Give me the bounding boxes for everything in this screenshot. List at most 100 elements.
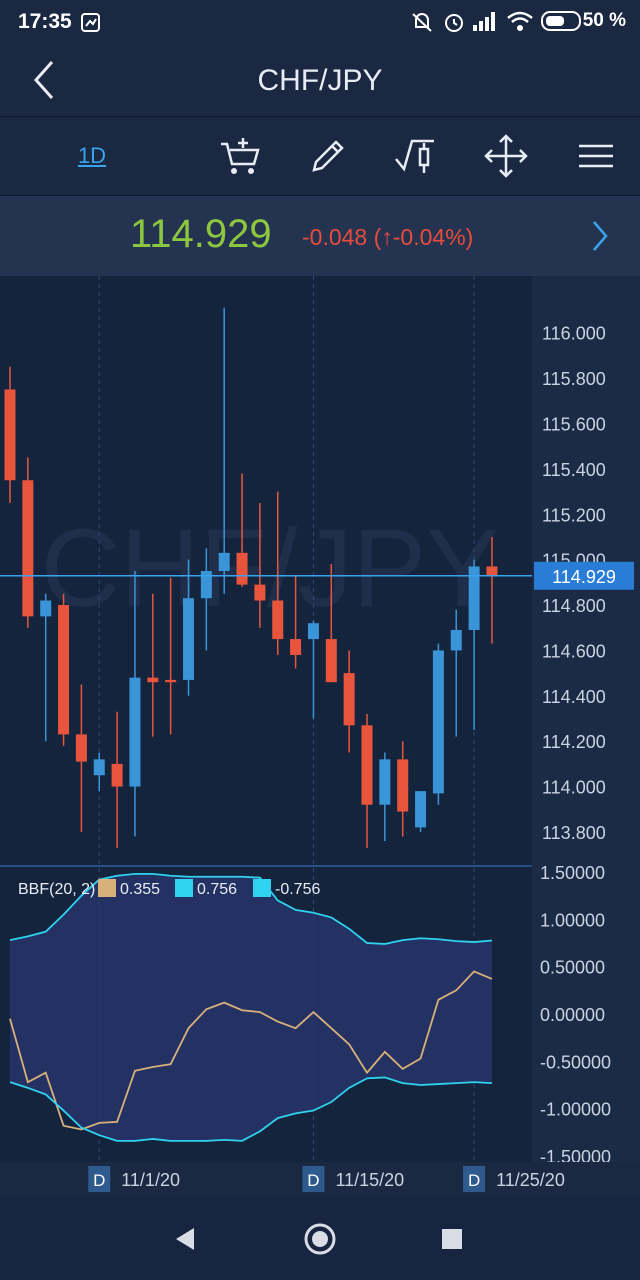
indicator-tick-label: -1.50000 (540, 1147, 611, 1162)
y-tick-label: 115.800 (542, 369, 606, 389)
last-price: 114.929 (130, 212, 272, 256)
mute-icon (412, 13, 432, 32)
y-tick-label: 114.800 (542, 596, 606, 616)
candle (343, 650, 355, 753)
indicators-button[interactable] (384, 117, 448, 195)
screenshot-icon (81, 13, 100, 32)
candle (147, 593, 159, 737)
indicator-tick-label: 1.00000 (540, 910, 605, 930)
candle (254, 502, 266, 628)
y-tick-label: 116.000 (542, 324, 606, 344)
candle (4, 366, 16, 503)
candle (200, 548, 212, 651)
candle (379, 752, 391, 842)
candle (432, 643, 444, 805)
move-button[interactable] (474, 117, 538, 195)
page-title: CHF/JPY (257, 64, 383, 97)
candle (111, 711, 123, 848)
battery-icon (541, 11, 581, 31)
candle (129, 571, 141, 837)
legend-value: 0.355 (120, 881, 160, 898)
candle (397, 741, 409, 837)
chevron-right-icon[interactable] (590, 218, 610, 254)
draw-tool-button[interactable] (296, 117, 360, 195)
y-tick-label: 115.400 (542, 460, 606, 480)
indicator-icon (395, 139, 434, 173)
candle (183, 559, 194, 696)
cart-add-icon (221, 138, 260, 174)
candle (236, 473, 248, 587)
date-label: 11/15/20 (335, 1170, 404, 1190)
chart-area[interactable]: CHF/JPY 116.000 115.800 115.600 115.400 115.… (0, 276, 640, 1162)
nav-back-icon[interactable] (172, 1226, 198, 1252)
date-tick: D 11/25/20 (463, 1166, 565, 1192)
battery-level: 50 % (582, 10, 626, 31)
indicator-tick-label: -1.00000 (540, 1100, 611, 1120)
back-arrow-icon[interactable] (28, 58, 68, 102)
candle (307, 620, 319, 719)
legend-value: 0.756 (197, 881, 237, 898)
nav-home-icon[interactable] (302, 1221, 338, 1257)
candle (272, 491, 284, 655)
date-tick: D 11/1/20 (88, 1166, 180, 1192)
indicator-tick-label: 1.50000 (540, 863, 605, 883)
bbf-line (9, 970, 493, 1131)
y-tick-label: 114.000 (542, 778, 606, 798)
nav-recents-icon[interactable] (440, 1227, 464, 1251)
y-tick-label: 115.200 (542, 505, 606, 525)
indicator-tick-label: 0.50000 (540, 958, 605, 978)
add-to-cart-button[interactable] (208, 117, 272, 195)
candle (290, 575, 302, 669)
y-tick-label: 114.200 (542, 732, 606, 752)
candle (93, 752, 105, 792)
menu-button[interactable] (564, 117, 628, 195)
upper-band-line (9, 872, 493, 945)
candle (22, 457, 34, 628)
indicator-tick-label: -0.50000 (540, 1052, 611, 1072)
chart-watermark: CHF/JPY (41, 507, 499, 630)
date-axis-svg: D 11/1/20 D 11/15/20 D 11/25/20 (88, 1166, 565, 1192)
current-price-label: 114.929 (552, 567, 616, 587)
candle (361, 713, 373, 848)
alarm-icon (445, 14, 463, 32)
candle (218, 307, 230, 594)
chart-svg[interactable]: CHF/JPY 116.000 115.800 115.600 115.400 115.… (0, 276, 640, 1162)
wifi-icon (507, 11, 533, 31)
candle (415, 791, 427, 832)
hamburger-menu-icon (579, 144, 613, 168)
move-arrows-icon (484, 134, 528, 178)
indicator-tick-label: 0.00000 (540, 1005, 605, 1025)
status-bar: 17:35 50 % (0, 0, 640, 44)
quote-bar[interactable]: 114.929 -0.048 (↑-0.04%) (0, 196, 640, 276)
date-marker: D (93, 1171, 105, 1190)
candle (468, 559, 480, 730)
y-tick-label: 115.600 (542, 415, 606, 435)
timeframe-button[interactable]: 1D (52, 117, 132, 195)
band-fill (10, 873, 492, 1141)
y-tick-label: 114.400 (542, 687, 606, 707)
date-tick: D 11/15/20 (302, 1166, 404, 1192)
timeframe-label: 1D (77, 143, 107, 168)
y-tick-label: 114.600 (542, 641, 606, 661)
legend-swatch (253, 879, 271, 897)
date-marker: D (468, 1171, 480, 1190)
candle (75, 684, 87, 832)
indicator-name: BBF(20, 2) (18, 881, 95, 898)
date-marker: D (307, 1171, 319, 1190)
date-label: 11/25/20 (496, 1170, 565, 1190)
title-bar: CHF/JPY (0, 44, 640, 117)
legend-swatch (175, 879, 193, 897)
candle (40, 593, 52, 742)
status-time: 17:35 (18, 10, 72, 33)
candle (450, 609, 462, 737)
signal-icon (473, 12, 495, 31)
date-label: 11/1/20 (121, 1170, 180, 1190)
y-tick-label: 113.800 (542, 823, 606, 843)
date-axis: D 11/1/20 D 11/15/20 D 11/25/20 (0, 1162, 640, 1196)
candle (486, 536, 498, 644)
pencil-icon (312, 140, 344, 172)
current-price-tag (534, 561, 634, 590)
candle (325, 564, 337, 683)
system-nav-bar (0, 1196, 640, 1280)
candle (165, 577, 177, 735)
